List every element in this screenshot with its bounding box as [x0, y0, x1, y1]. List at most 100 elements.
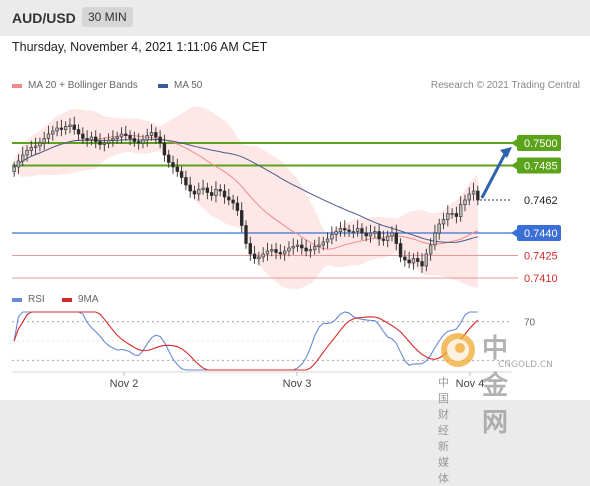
watermark-brand: 中金网 — [482, 334, 509, 438]
credit-label: Research © 2021 Trading Central — [430, 80, 580, 91]
candle — [76, 124, 81, 141]
candle-body — [124, 133, 128, 136]
candle-body — [119, 133, 124, 138]
candle-body — [300, 244, 304, 249]
candle-body — [282, 250, 287, 255]
candle-body — [167, 154, 171, 163]
candle — [167, 149, 171, 168]
candle — [94, 130, 98, 149]
bollinger-band-layer — [14, 106, 478, 289]
candle — [261, 247, 265, 263]
candle-body — [291, 246, 295, 249]
candle — [149, 124, 154, 141]
level-label-box — [517, 157, 561, 174]
candle — [459, 196, 463, 222]
candle — [454, 206, 459, 224]
candle — [300, 238, 304, 255]
candle — [29, 140, 33, 156]
candle — [184, 170, 188, 191]
candle-body — [364, 232, 368, 237]
watermark-slogan: 中 国 财 经 新 媒 体 — [438, 376, 451, 485]
candle — [42, 131, 46, 150]
candle-body — [89, 136, 94, 141]
candle-body — [459, 204, 463, 217]
candle-body — [145, 135, 149, 141]
bb-legend-swatch — [12, 83, 22, 88]
candle-body — [46, 133, 51, 139]
candle — [377, 224, 381, 246]
candle-body — [308, 249, 313, 252]
candle-body — [55, 127, 59, 132]
candle-body — [446, 213, 450, 220]
candle — [338, 221, 343, 237]
candle — [381, 230, 386, 246]
level-label-pointer — [511, 196, 517, 204]
level-labels-layer: 0.7500 0.7485 0.7462 0.7440 0.7425 0.7410 — [511, 135, 561, 285]
timeframe-badge[interactable]: 30 MIN — [82, 7, 133, 27]
candle-body — [106, 139, 111, 144]
candle-body — [231, 199, 235, 204]
candle-body — [16, 160, 21, 168]
candle — [360, 223, 364, 240]
candle — [85, 130, 89, 147]
candle — [111, 130, 115, 147]
candle — [313, 239, 317, 255]
candle-body — [317, 244, 321, 247]
candle-body — [59, 127, 64, 130]
forecast-arrow-head — [500, 147, 512, 158]
candle-body — [252, 253, 257, 259]
candle — [119, 127, 124, 144]
candle-body — [360, 228, 364, 234]
candle — [102, 137, 106, 152]
candle-body — [141, 139, 145, 144]
candle — [38, 137, 42, 152]
level-label-box — [517, 192, 561, 208]
candle — [476, 185, 480, 206]
timestamp-label: Thursday, November 4, 2021 1:11:06 AM CE… — [12, 40, 268, 54]
level-label-0.7462: 0.7462 — [511, 192, 561, 208]
candle-body — [368, 232, 373, 237]
candle — [450, 208, 454, 219]
candle — [33, 137, 38, 155]
candle — [265, 242, 270, 261]
candle — [124, 125, 128, 141]
candle-body — [111, 138, 115, 141]
candle-body — [355, 228, 360, 232]
candle — [72, 116, 76, 135]
ma50-legend-swatch — [158, 83, 168, 88]
candle-body — [222, 190, 227, 198]
candle — [467, 187, 471, 206]
rsi-legend-swatch — [12, 297, 22, 302]
candle — [282, 245, 287, 261]
rsi-ma-line — [13, 311, 479, 371]
candle — [287, 241, 291, 257]
candle — [218, 184, 222, 197]
candle-body — [433, 232, 437, 246]
candle-body — [175, 166, 179, 172]
candle-body — [162, 142, 167, 156]
candle-body — [218, 189, 222, 192]
candle — [304, 239, 308, 257]
candle — [355, 220, 360, 237]
candle-body — [102, 142, 106, 145]
candle-body — [347, 229, 351, 232]
candle-body — [411, 258, 416, 264]
candle — [428, 238, 433, 261]
candle-body — [424, 253, 429, 267]
candle — [240, 202, 244, 233]
candle — [89, 131, 94, 146]
candle — [351, 224, 356, 239]
candle-body — [154, 132, 158, 138]
candle — [252, 245, 257, 264]
candle-body — [214, 189, 218, 196]
candle — [325, 232, 330, 249]
level-label-text: 0.7425 — [524, 251, 558, 263]
candle — [347, 224, 351, 237]
candle-body — [63, 126, 68, 130]
candle-body — [192, 190, 197, 195]
candle — [106, 133, 111, 149]
candle — [330, 226, 334, 245]
rsi-ma-legend: 9MA — [62, 294, 99, 305]
candle-body — [454, 213, 459, 217]
